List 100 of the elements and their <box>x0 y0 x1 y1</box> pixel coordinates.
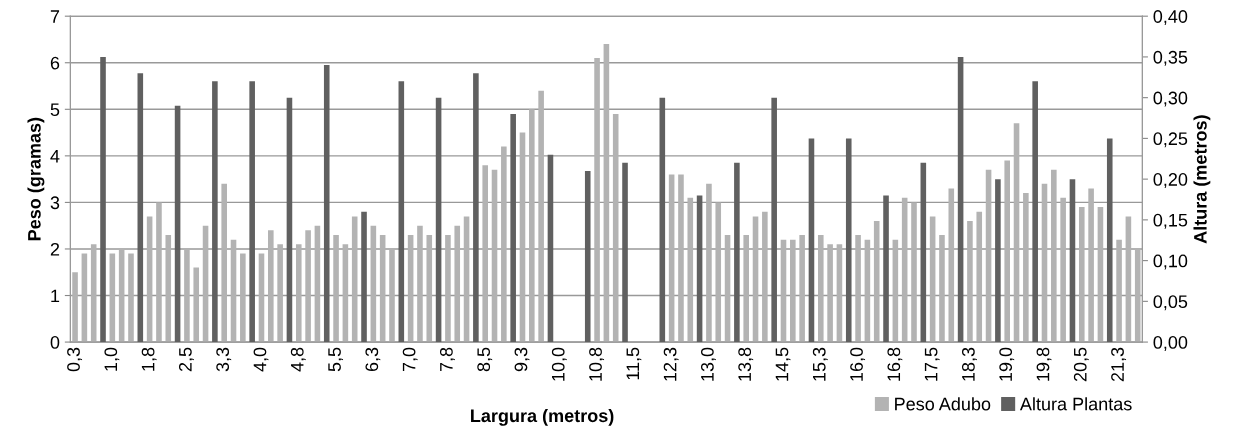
bar <box>799 235 805 343</box>
x-tick-label: 18,3 <box>961 347 977 381</box>
bar <box>995 179 1001 343</box>
y2-tick-label: 0,25 <box>1153 132 1188 148</box>
bar <box>1032 81 1038 343</box>
bar <box>249 81 255 343</box>
bar <box>482 165 488 343</box>
x-tick-label: 10,8 <box>589 347 605 381</box>
bar <box>762 211 768 343</box>
x-tick-label: 10,0 <box>551 347 567 381</box>
bar <box>212 81 218 343</box>
bar <box>398 81 405 343</box>
y2-tick-label: 0,10 <box>1153 254 1188 270</box>
x-tick-label: 7,8 <box>439 347 455 372</box>
y-tick-label: 7 <box>50 10 60 23</box>
y2-axis-title: Altura (metros) <box>1193 115 1211 244</box>
bar <box>361 211 367 343</box>
bar <box>454 225 461 343</box>
x-tick-label: 9,3 <box>514 347 530 372</box>
x-axis-title: Largura (metros) <box>471 408 614 426</box>
x-tick-label: 16,0 <box>850 347 866 381</box>
x-tick-label: 4,8 <box>290 347 306 372</box>
bar <box>1051 169 1057 343</box>
bar <box>584 170 591 343</box>
bar <box>529 109 535 343</box>
bar <box>911 202 917 343</box>
y-tick-label: 5 <box>50 103 60 117</box>
bar <box>612 113 619 343</box>
bar <box>594 58 600 343</box>
bar <box>305 230 311 343</box>
bar <box>706 183 712 343</box>
x-tick-label: 0,3 <box>67 347 83 372</box>
bar <box>156 202 162 343</box>
bar <box>100 56 106 343</box>
x-tick-label: 8,5 <box>477 347 493 372</box>
x-tick-label: 15,3 <box>812 347 828 381</box>
bar <box>240 253 246 343</box>
x-tick-label: 19,0 <box>999 347 1015 381</box>
bar <box>128 253 134 343</box>
x-tick-label: 4,0 <box>253 347 269 372</box>
bar <box>389 248 395 343</box>
bar <box>808 138 815 343</box>
bar <box>1060 197 1066 343</box>
bar <box>622 162 628 343</box>
x-tick-label: 2,5 <box>178 347 194 372</box>
bar <box>221 183 227 343</box>
bar <box>1134 248 1141 343</box>
x-tick-label: 20,5 <box>1073 347 1089 382</box>
bar <box>1004 160 1011 343</box>
x-tick-label: 11,5 <box>626 347 642 380</box>
y2-tick-label: 0,20 <box>1153 173 1188 188</box>
x-tick-label: 1,0 <box>104 347 120 371</box>
y2-tick-label: 0,30 <box>1153 91 1188 107</box>
bar <box>193 267 200 343</box>
y2-tick-label: 0,15 <box>1153 213 1188 229</box>
bar <box>855 235 861 343</box>
bar <box>827 244 833 343</box>
bar <box>538 90 544 343</box>
x-tick-label: 13,0 <box>700 347 716 381</box>
x-tick-label: 5,5 <box>328 347 344 372</box>
bar <box>678 174 684 343</box>
x-tick-label: 21,3 <box>1111 347 1127 382</box>
bar <box>323 65 330 343</box>
y-tick-label: 4 <box>50 149 60 163</box>
y2-tick-label: 0,05 <box>1153 295 1188 311</box>
x-tick-label: 3,3 <box>216 347 232 372</box>
bar <box>976 211 983 343</box>
bar <box>277 244 283 343</box>
x-tick-label: 17,5 <box>924 347 940 381</box>
x-tick-label: 1,8 <box>141 347 157 371</box>
y2-tick-label: 0,40 <box>1153 10 1188 26</box>
bar <box>967 221 973 343</box>
bar <box>510 113 516 343</box>
x-tick-label: 16,8 <box>887 347 903 381</box>
bar <box>771 97 777 343</box>
y-tick-label: 3 <box>50 196 60 210</box>
bar <box>734 162 740 343</box>
y-tick-label: 2 <box>50 242 60 256</box>
x-tick-label: 19,8 <box>1036 347 1052 381</box>
bar <box>501 146 507 343</box>
bar <box>1023 193 1029 343</box>
y-tick-label: 1 <box>51 289 60 303</box>
x-tick-label: 6,3 <box>365 347 381 372</box>
bar <box>417 225 423 343</box>
bar <box>1116 239 1122 343</box>
bar <box>715 202 722 343</box>
bar <box>268 230 274 343</box>
bar <box>883 195 889 343</box>
x-tick-label: 12,3 <box>663 347 679 381</box>
y-tick-label: 6 <box>50 56 60 70</box>
bar <box>184 248 190 343</box>
bar <box>790 239 796 343</box>
x-tick-label: 13,8 <box>738 347 754 381</box>
bar <box>333 235 339 343</box>
x-tick-label: 14,5 <box>775 347 791 381</box>
bar <box>873 221 880 343</box>
bar <box>939 235 945 343</box>
y-tick-label: 0 <box>50 336 60 349</box>
legend-label: Altura Plantas <box>1019 397 1132 411</box>
x-tick-label: 7,0 <box>402 347 418 372</box>
